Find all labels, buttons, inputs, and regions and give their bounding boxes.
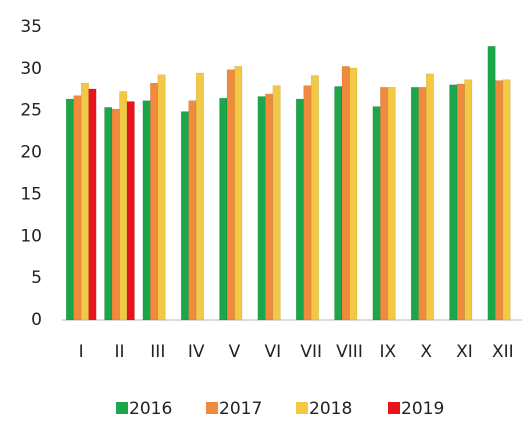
x-tick-label: X xyxy=(420,342,432,362)
bar xyxy=(111,108,120,321)
bar xyxy=(119,91,128,321)
bar xyxy=(88,88,97,321)
bar xyxy=(126,101,135,321)
bar xyxy=(387,87,396,321)
bar xyxy=(226,69,235,321)
bar xyxy=(257,96,266,321)
legend-label: 2018 xyxy=(309,399,352,418)
x-tick-label: XII xyxy=(492,342,514,362)
legend-marker xyxy=(296,402,308,414)
bar xyxy=(65,98,74,321)
bar xyxy=(234,66,243,321)
bar xyxy=(265,93,274,321)
bar xyxy=(150,82,159,321)
legend-label: 2017 xyxy=(219,399,262,418)
bar xyxy=(502,79,511,321)
bar xyxy=(73,95,82,321)
bar xyxy=(303,85,312,321)
y-tick-label: 0 xyxy=(31,310,42,330)
x-tick-label: VI xyxy=(265,342,282,362)
bar xyxy=(310,75,319,321)
x-tick-label: II xyxy=(114,342,124,362)
legend-marker xyxy=(388,402,400,414)
x-tick-label: XI xyxy=(456,342,473,362)
x-tick-label: VIII xyxy=(336,342,363,362)
bar xyxy=(372,106,381,321)
bar xyxy=(495,80,504,321)
bar xyxy=(418,87,427,321)
bar xyxy=(425,73,434,321)
bar xyxy=(188,100,197,321)
y-tick-label: 15 xyxy=(20,184,42,204)
y-tick-label: 30 xyxy=(20,59,42,79)
x-tick-label: I xyxy=(79,342,84,362)
y-tick-label: 35 xyxy=(20,17,42,37)
bar xyxy=(180,111,189,321)
bar xyxy=(219,97,228,321)
bar xyxy=(456,83,465,321)
bar xyxy=(410,87,419,321)
bar xyxy=(295,98,304,321)
bar xyxy=(341,66,350,321)
y-tick-label: 5 xyxy=(31,268,42,288)
bar xyxy=(449,84,458,321)
bar xyxy=(272,85,281,321)
bar xyxy=(142,100,151,321)
bar xyxy=(334,86,343,321)
x-tick-label: VII xyxy=(300,342,322,362)
x-tick-label: IX xyxy=(379,342,396,362)
x-tick-label: III xyxy=(150,342,165,362)
bar xyxy=(464,79,473,321)
bar xyxy=(195,72,204,321)
legend-label: 2019 xyxy=(401,399,444,418)
legend-marker xyxy=(116,402,128,414)
bar xyxy=(487,46,496,321)
legend-label: 2016 xyxy=(129,399,172,418)
bar xyxy=(104,107,113,321)
bar xyxy=(80,82,89,321)
y-tick-label: 10 xyxy=(20,226,42,246)
bar xyxy=(380,87,389,321)
legend-marker xyxy=(206,402,218,414)
bar xyxy=(349,67,358,321)
x-tick-label: V xyxy=(229,342,241,362)
bar xyxy=(157,74,166,321)
y-tick-label: 20 xyxy=(20,143,42,163)
y-tick-label: 25 xyxy=(20,101,42,121)
x-tick-label: IV xyxy=(188,342,205,362)
